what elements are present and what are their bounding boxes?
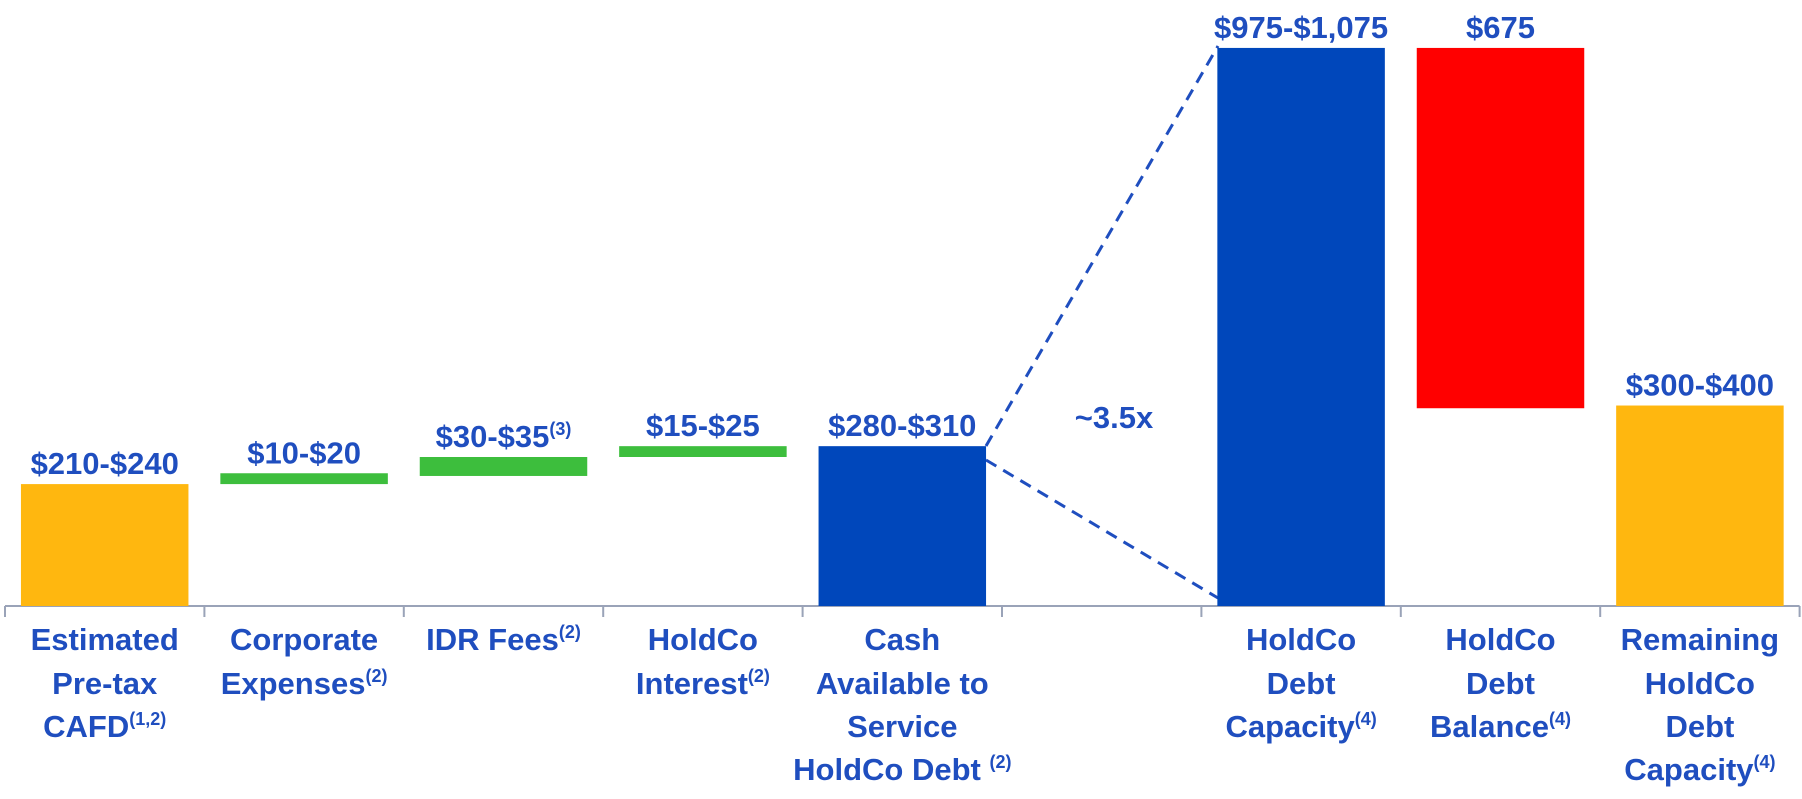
data-label: $300-$400 [1626,368,1774,403]
x-tick-label-note: (2) [559,622,581,642]
data-label-text: $280-$310 [828,408,976,443]
x-tick-label: Pre-tax [52,666,158,701]
bar [419,457,588,476]
x-tick-label-text: Pre-tax [52,666,158,701]
x-tick-label-text: CAFD [43,709,129,744]
x-tick-label: Cash [864,622,940,657]
x-tick-label-text: Available to [816,666,989,701]
data-label: $210-$240 [31,446,179,481]
data-label: $30-$35(3) [436,419,572,454]
x-tick-label: Debt [1665,709,1734,744]
x-tick-label-text: IDR Fees [426,622,559,657]
data-label: $10-$20 [247,435,361,470]
x-tick-label-text: Service [847,709,957,744]
annotation: ~3.5x [1075,400,1154,435]
x-tick-label: Corporate [230,622,378,657]
x-tick-label-text: Cash [864,622,940,657]
x-tick-label: Capacity(4) [1624,752,1775,787]
data-label-text: $675 [1466,10,1535,45]
bar [818,446,987,606]
bar [1616,405,1784,606]
data-label-text: $30-$35 [436,419,550,454]
x-tick-label: Service [847,709,957,744]
x-tick-label-text: HoldCo Debt [793,752,989,787]
x-tick-label-note: (2) [989,752,1011,772]
x-tick-label: Expenses(2) [221,666,388,701]
x-tick-label-text: Interest [636,666,748,701]
x-tick-label-text: Remaining [1621,622,1779,657]
x-tick-label: IDR Fees(2) [426,622,581,657]
x-tick-label-text: HoldCo [648,622,758,657]
x-tick-label-text: Balance [1430,709,1549,744]
x-tick-label: Capacity(4) [1225,709,1376,744]
x-tick-label: HoldCo [1645,666,1755,701]
data-label-text: $10-$20 [247,435,361,470]
data-label-text: $15-$25 [646,408,760,443]
data-label: $975-$1,075 [1214,10,1388,45]
x-tick-label-note: (2) [365,666,387,686]
x-tick-label-note: (4) [1754,752,1776,772]
x-tick-label: Estimated [31,622,179,657]
x-tick-label-text: Debt [1267,666,1336,701]
x-tick-label-text: Capacity [1624,752,1754,787]
x-tick-label: HoldCo Debt (2) [793,752,1011,787]
x-tick-label-text: HoldCo [1645,666,1755,701]
x-tick-label: HoldCo [1445,622,1555,657]
data-label: $15-$25 [646,408,760,443]
x-tick-label: Balance(4) [1430,709,1571,744]
x-tick-label-text: Debt [1466,666,1535,701]
x-tick-label: HoldCo [1246,622,1356,657]
connector-line [985,458,1219,600]
data-label-text: $210-$240 [31,446,179,481]
x-tick-label-text: Corporate [230,622,378,657]
data-label-text: $300-$400 [1626,368,1774,403]
x-tick-label-note: (1,2) [129,709,166,729]
x-tick-label-text: HoldCo [1246,622,1356,657]
x-tick-label: Remaining [1621,622,1779,657]
data-label-text: $975-$1,075 [1214,10,1388,45]
data-label: $675 [1466,10,1535,45]
bar [1217,47,1385,607]
x-tick-label: Debt [1267,666,1336,701]
bar [1416,47,1585,409]
connector-line [984,45,1220,447]
data-label: $280-$310 [828,408,976,443]
bar [619,446,787,457]
x-tick-label: HoldCo [648,622,758,657]
x-tick-label-note: (4) [1355,709,1377,729]
x-tick-label-note: (4) [1549,709,1571,729]
data-label-note: (3) [549,419,571,439]
x-tick-label-text: Estimated [31,622,179,657]
bar [20,484,189,606]
x-tick-label: Interest(2) [636,666,770,701]
x-tick-label-text: Capacity [1225,709,1355,744]
x-tick-label: CAFD(1,2) [43,709,166,744]
x-tick-label: Available to [816,666,989,701]
x-tick-label-text: Expenses [221,666,366,701]
x-tick-label: Debt [1466,666,1535,701]
x-tick-label-text: Debt [1665,709,1734,744]
x-tick-label-text: HoldCo [1445,622,1555,657]
bar [220,473,388,485]
x-tick-label-note: (2) [748,666,770,686]
